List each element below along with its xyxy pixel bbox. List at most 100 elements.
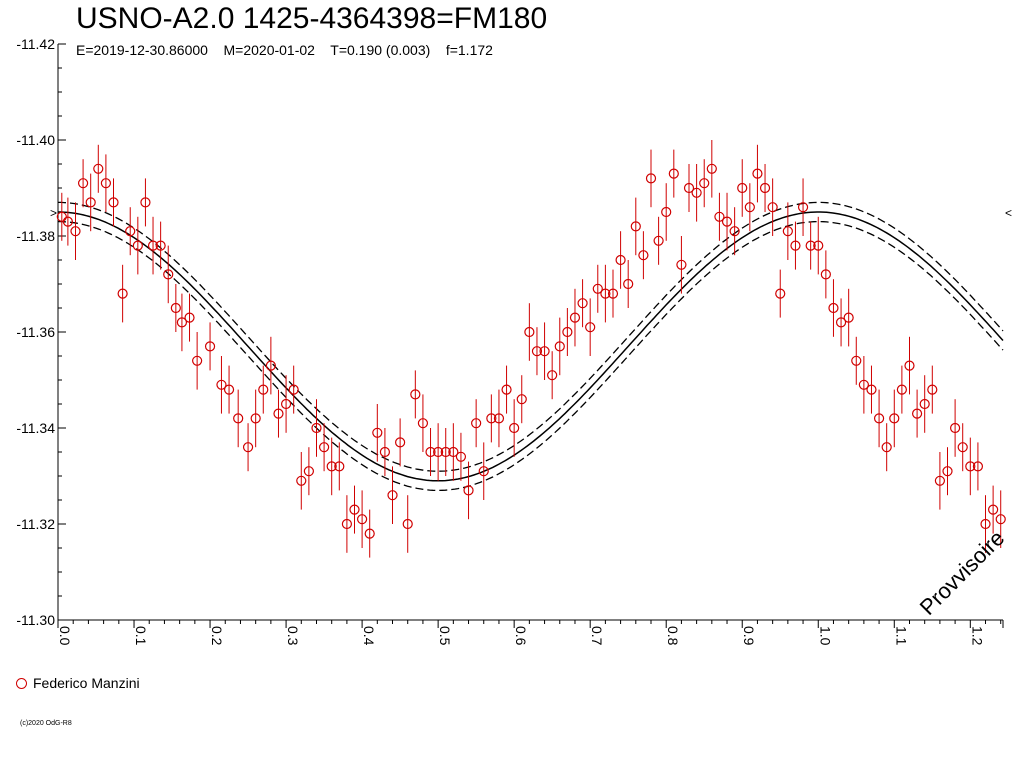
data-point: [387, 490, 398, 501]
data-point: [455, 451, 467, 462]
data-point: [147, 240, 159, 251]
data-point: [775, 288, 786, 299]
x-tick-label: 1.1: [893, 626, 909, 646]
data-point: [623, 278, 634, 290]
data-point: [176, 317, 188, 328]
data-point: [737, 182, 748, 194]
data-point: [965, 461, 976, 472]
chart-title: USNO-A2.0 1425-4364398=FM180: [76, 2, 548, 35]
data-point: [288, 384, 299, 395]
x-tick-label: 0.8: [665, 626, 681, 646]
data-point: [303, 466, 314, 477]
data-point: [364, 528, 375, 539]
data-point: [562, 326, 573, 338]
data-point: [934, 475, 945, 486]
legend: Federico Manzini: [16, 675, 140, 691]
data-point: [509, 422, 520, 434]
data-point: [258, 384, 269, 395]
data-point: [661, 206, 672, 218]
data-point: [615, 254, 626, 266]
data-point: [919, 398, 930, 410]
data-point: [927, 384, 938, 395]
data-point: [653, 235, 664, 246]
data-point: [607, 288, 619, 299]
data-point: [904, 360, 915, 371]
data-point: [873, 413, 885, 424]
data-point: [242, 442, 254, 453]
data-point: [577, 298, 588, 309]
model-upper-band: [58, 201, 1004, 472]
data-point: [250, 413, 261, 424]
data-point: [714, 211, 725, 222]
data-point: [524, 326, 535, 338]
data-point: [62, 216, 73, 227]
data-point: [896, 384, 907, 395]
y-tick-label: -11.42: [16, 36, 55, 52]
data-point: [988, 504, 999, 515]
data-point: [326, 461, 337, 472]
data-point: [683, 182, 695, 194]
data-point: [843, 312, 854, 323]
data-point: [108, 197, 119, 208]
data-point: [349, 504, 360, 515]
data-point: [318, 442, 330, 453]
data-point: [93, 163, 104, 174]
data-point: [273, 408, 284, 419]
data-point: [759, 182, 771, 194]
data-point: [486, 413, 497, 424]
data-point: [942, 466, 953, 477]
data-point: [223, 384, 235, 395]
data-point: [155, 240, 166, 251]
data-point: [835, 317, 847, 328]
data-point: [547, 370, 558, 381]
data-point: [463, 485, 474, 496]
data-point: [972, 461, 984, 472]
data-point: [858, 379, 869, 390]
data-point: [805, 240, 816, 251]
data-point: [767, 202, 778, 213]
data-point: [790, 240, 801, 251]
x-tick-label: 0.7: [589, 626, 605, 646]
data-point: [70, 226, 81, 237]
data-point: [85, 197, 96, 208]
x-tick-label: 0.3: [285, 626, 301, 646]
x-tick-label: 0.1: [133, 626, 149, 646]
data-point: [184, 312, 195, 323]
x-tick-label: 0.4: [361, 626, 377, 646]
data-point: [592, 283, 603, 294]
data-point: [501, 384, 512, 395]
data-point: [478, 466, 489, 477]
data-point: [645, 173, 657, 184]
data-point: [425, 446, 436, 458]
x-tick-label: 1.2: [969, 626, 985, 646]
chart-subtitle: E=2019-12-30.86000 M=2020-01-02 T=0.190 …: [76, 42, 493, 58]
legend-label: Federico Manzini: [33, 675, 140, 691]
data-point: [372, 427, 383, 438]
data-point: [585, 322, 596, 333]
data-point: [820, 269, 831, 280]
data-point: [706, 163, 717, 174]
data-point: [554, 341, 565, 352]
data-point: [516, 394, 527, 405]
data-point: [192, 355, 203, 366]
data-point: [265, 360, 276, 371]
data-point: [995, 514, 1006, 525]
data-point: [410, 389, 421, 400]
data-point: [311, 422, 322, 434]
data-point: [957, 442, 968, 453]
data-point: [140, 197, 151, 208]
data-point: [471, 418, 482, 429]
data-point: [216, 379, 227, 390]
x-tick-label: 0.5: [437, 626, 453, 646]
y-tick-label: -11.40: [16, 132, 55, 148]
data-point: [163, 269, 174, 280]
data-point: [125, 226, 136, 237]
data-point: [729, 226, 740, 237]
data-point: [357, 514, 368, 525]
data-point: [448, 446, 459, 458]
data-point: [402, 518, 413, 530]
data-point: [117, 288, 128, 299]
data-point: [744, 202, 755, 213]
data-point: [280, 398, 292, 410]
